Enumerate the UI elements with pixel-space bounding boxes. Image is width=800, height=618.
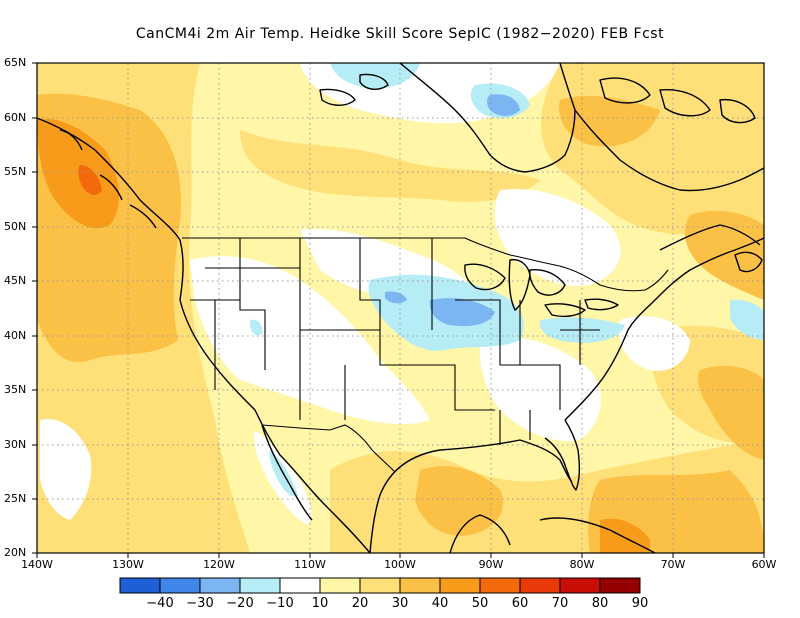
contour-60-bc-core	[78, 165, 102, 195]
lon-label-110w: 110W	[294, 558, 326, 571]
colorbar-label: 50	[471, 596, 489, 611]
lat-label-45n: 45N	[4, 274, 27, 287]
colorbar-label: 20	[351, 596, 369, 611]
contour-40-labrador	[684, 210, 764, 300]
colorbar-swatch	[519, 577, 561, 594]
lat-label-20n: 20N	[4, 546, 27, 559]
colorbar-label: 30	[391, 596, 409, 611]
lat-label-35n: 35N	[4, 383, 27, 396]
colorbar-swatch	[319, 577, 361, 594]
colorbar-label: −10	[266, 596, 294, 611]
colorbar-label: 70	[551, 596, 569, 611]
axis-ticks	[32, 62, 765, 558]
colorbar-swatch	[479, 577, 521, 594]
contour-50-bc-coast	[37, 119, 120, 229]
contour-neg20-nebraska	[385, 291, 407, 304]
colorbar-swatch	[199, 577, 241, 594]
coastlines	[37, 63, 764, 553]
colorbar-swatch	[439, 577, 481, 594]
colorbar-label: 60	[511, 596, 529, 611]
colorbar-label: −30	[186, 596, 214, 611]
colorbar-label: 90	[631, 596, 649, 611]
colorbar-label: −40	[146, 596, 174, 611]
contour-10-pacific	[40, 419, 92, 520]
contour-10-conus	[190, 256, 430, 425]
lon-label-100w: 100W	[384, 558, 416, 571]
colorbar-label: 80	[591, 596, 609, 611]
lon-label-120w: 120W	[203, 558, 235, 571]
lat-label-55n: 55N	[4, 165, 27, 178]
colorbar-label: 40	[431, 596, 449, 611]
lat-label-65n: 65N	[4, 56, 27, 69]
filled-contours	[37, 63, 764, 553]
contour-40-hudson	[559, 95, 660, 147]
lon-label-70w: 70W	[660, 558, 686, 571]
contour-10-quebec	[494, 189, 621, 286]
colorbar-swatch	[599, 577, 641, 594]
colorbar-label: 10	[311, 596, 329, 611]
contour-neg20-canada	[487, 94, 520, 116]
political-boundaries	[182, 237, 669, 473]
colorbar	[119, 577, 641, 594]
lon-label-140w: 140W	[21, 558, 53, 571]
lat-label-50n: 50N	[4, 220, 27, 233]
lat-label-40n: 40N	[4, 329, 27, 342]
contour-40-atlantic	[698, 365, 764, 460]
contour-10-atlantic	[619, 316, 690, 371]
colorbar-swatch	[119, 577, 161, 594]
lon-label-90w: 90W	[478, 558, 504, 571]
contour-neg10-atlantic	[730, 299, 764, 340]
lon-label-130w: 130W	[112, 558, 144, 571]
colorbar-swatch	[279, 577, 321, 594]
colorbar-swatch	[359, 577, 401, 594]
lat-label-60n: 60N	[4, 111, 27, 124]
lon-label-60w: 60W	[751, 558, 777, 571]
colorbar-swatch	[159, 577, 201, 594]
contour-neg10-mountain	[249, 319, 263, 336]
contour-neg20-iowa	[429, 298, 495, 327]
lat-label-25n: 25N	[4, 492, 27, 505]
colorbar-label: −20	[226, 596, 254, 611]
contour-30-northcanada	[240, 130, 540, 202]
lon-label-80w: 80W	[569, 558, 595, 571]
contour-40-gulf	[415, 466, 504, 536]
map-title: CanCM4i 2m Air Temp. Heidke Skill Score …	[135, 26, 665, 42]
lat-label-30n: 30N	[4, 438, 27, 451]
colorbar-swatch	[559, 577, 601, 594]
colorbar-swatch	[399, 577, 441, 594]
colorbar-swatch	[239, 577, 281, 594]
